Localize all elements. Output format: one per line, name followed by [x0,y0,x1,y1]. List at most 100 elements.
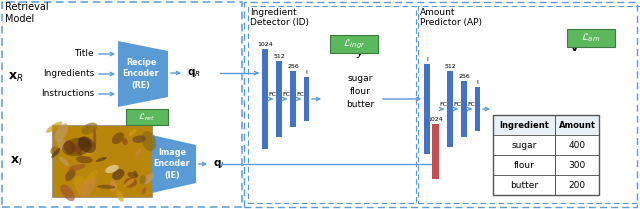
Ellipse shape [124,178,134,187]
Ellipse shape [76,156,93,163]
Bar [493,155,599,175]
Ellipse shape [97,185,115,189]
Ellipse shape [116,190,124,202]
Text: FC: FC [296,92,304,97]
Text: $\mathbf{x}_R$: $\mathbf{x}_R$ [8,70,24,84]
Bar [262,49,268,149]
Ellipse shape [143,173,153,184]
Text: Ingredients: Ingredients [43,70,94,79]
Text: $\mathcal{L}_{ret}$: $\mathcal{L}_{ret}$ [138,111,156,123]
Bar [126,109,168,125]
Text: $\hat{y}$: $\hat{y}$ [355,45,365,61]
Ellipse shape [109,182,117,192]
Text: I: I [426,57,428,62]
Bar [475,87,480,131]
Ellipse shape [124,177,137,188]
Ellipse shape [141,187,147,194]
Text: I: I [477,80,479,85]
Text: flour: flour [513,161,534,169]
Ellipse shape [141,131,156,151]
Ellipse shape [81,147,96,157]
Text: Amount
Predictor (AP): Amount Predictor (AP) [420,8,482,27]
Ellipse shape [62,138,92,156]
Ellipse shape [112,132,124,144]
Bar [276,61,282,137]
Text: 256: 256 [458,74,470,79]
Ellipse shape [135,148,141,156]
Text: 300: 300 [568,161,586,169]
Ellipse shape [132,135,146,143]
Ellipse shape [84,170,97,185]
Bar [244,2,637,207]
Text: 1024: 1024 [257,42,273,47]
Bar [555,175,556,195]
Ellipse shape [81,122,97,135]
Ellipse shape [60,185,75,201]
Text: sugar: sugar [511,140,537,149]
Bar [493,175,599,195]
Text: $\mathbf{q}_R$: $\mathbf{q}_R$ [187,67,201,79]
Bar [493,135,599,155]
Ellipse shape [106,165,118,173]
Text: 400: 400 [568,140,586,149]
Text: Ingredient: Ingredient [499,121,549,130]
Ellipse shape [59,156,70,166]
Text: FC: FC [467,102,475,107]
Ellipse shape [140,175,146,184]
Text: $\mathcal{L}_{am}$: $\mathcal{L}_{am}$ [581,32,600,44]
Text: FC: FC [453,102,461,107]
Ellipse shape [122,138,128,145]
Bar [330,35,378,53]
Ellipse shape [77,180,95,198]
Ellipse shape [110,178,115,192]
Text: 512: 512 [273,54,285,59]
Ellipse shape [77,137,92,152]
Bar [304,77,309,121]
Text: FC: FC [282,92,290,97]
Bar [2,2,242,207]
Ellipse shape [93,128,96,148]
Bar [52,125,152,197]
Bar [447,71,453,147]
Text: FC: FC [439,102,447,107]
Ellipse shape [68,164,86,171]
Ellipse shape [65,169,76,181]
Bar [248,6,416,203]
Ellipse shape [74,176,88,195]
Text: 1024: 1024 [427,117,443,122]
Bar [461,81,467,137]
Text: I: I [305,70,307,75]
Text: Ingredient
Detector (ID): Ingredient Detector (ID) [250,8,309,27]
Ellipse shape [91,177,97,185]
Bar [567,29,615,47]
Ellipse shape [112,169,124,180]
Ellipse shape [127,172,138,178]
Ellipse shape [96,157,107,162]
Ellipse shape [51,147,60,156]
Ellipse shape [54,123,68,142]
Text: Title: Title [74,50,94,59]
Text: 256: 256 [287,64,299,69]
Bar [418,6,640,203]
Ellipse shape [70,142,83,155]
Bar [555,135,556,155]
Text: 200: 200 [568,181,586,190]
Text: $\hat{\mathbf{v}}$: $\hat{\mathbf{v}}$ [570,40,580,54]
Ellipse shape [134,170,138,177]
Ellipse shape [51,148,60,158]
Bar [555,115,556,135]
Text: $\mathcal{L}_{ingr}$: $\mathcal{L}_{ingr}$ [343,37,365,51]
Bar [290,71,296,127]
Ellipse shape [46,121,62,133]
Ellipse shape [56,139,71,153]
Ellipse shape [129,129,137,136]
Bar [432,124,439,179]
Text: $\mathbf{q}_I$: $\mathbf{q}_I$ [213,158,225,170]
Text: Amount: Amount [559,121,595,130]
Text: Instructions: Instructions [41,89,94,98]
Polygon shape [152,135,196,193]
Text: FC: FC [268,92,276,97]
Text: Recipe
Encoder
(RE): Recipe Encoder (RE) [123,58,159,90]
Text: Image
Encoder
(IE): Image Encoder (IE) [154,148,190,180]
Ellipse shape [63,140,76,154]
